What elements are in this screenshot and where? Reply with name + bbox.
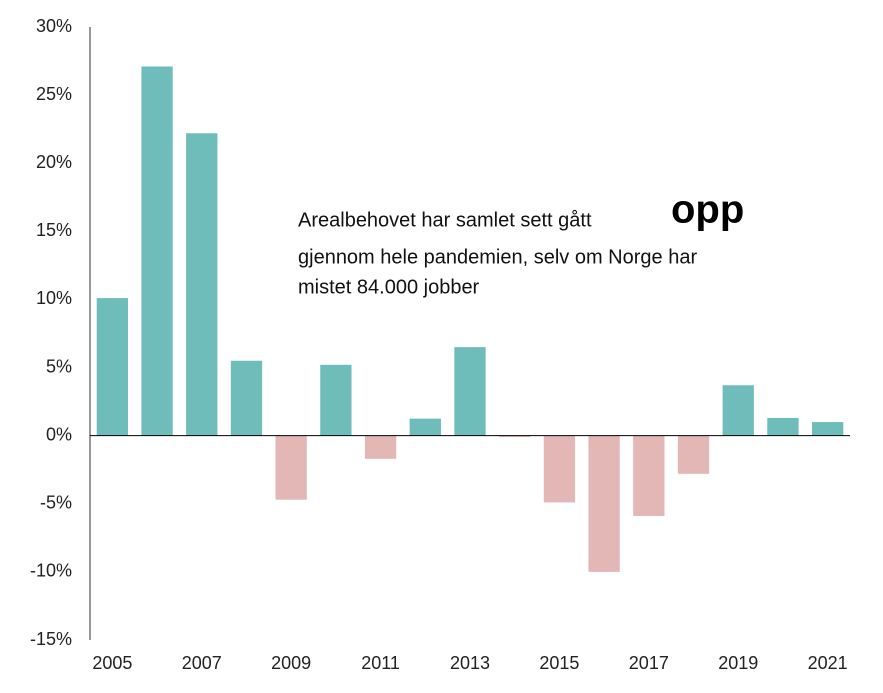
annotation-emphasis: opp <box>671 188 744 232</box>
bar <box>364 435 397 459</box>
annotation: Arealbehovet har samlet sett gått <box>298 209 592 231</box>
y-tick-label: 25% <box>36 84 72 104</box>
bar <box>588 435 620 572</box>
x-tick-label: 2005 <box>92 653 132 673</box>
bar <box>454 347 486 436</box>
y-tick-label: 15% <box>36 220 72 240</box>
bar <box>409 418 441 436</box>
x-tick-label: 2019 <box>718 653 758 673</box>
bar <box>812 422 844 436</box>
bar <box>722 385 754 436</box>
y-tick-label: 0% <box>46 424 72 444</box>
x-tick-label: 2009 <box>271 653 311 673</box>
bar <box>543 435 576 503</box>
bar <box>275 435 307 500</box>
x-tick-label: 2017 <box>629 653 669 673</box>
y-tick-label: -15% <box>30 629 72 649</box>
bar <box>320 364 352 436</box>
x-tick-label: 2011 <box>361 653 400 673</box>
y-tick-label: 20% <box>36 152 72 172</box>
bar <box>767 417 799 436</box>
x-tick-label: 2013 <box>450 653 490 673</box>
bar <box>141 66 173 436</box>
annotation: mistet 84.000 jobber <box>298 276 480 298</box>
x-tick-label: 2015 <box>539 653 579 673</box>
bar <box>633 435 665 517</box>
x-tick-label: 2021 <box>808 653 848 673</box>
y-tick-label: 30% <box>36 16 72 36</box>
y-tick-label: -10% <box>30 561 72 581</box>
y-tick-label: -5% <box>40 493 72 513</box>
annotation: gjennom hele pandemien, selv om Norge ha… <box>298 246 697 268</box>
y-tick-label: 10% <box>36 288 72 308</box>
bar <box>96 298 128 436</box>
bar <box>186 133 218 436</box>
bar <box>230 360 263 436</box>
bar <box>677 435 710 474</box>
y-tick-label: 5% <box>46 356 72 376</box>
bar <box>499 435 531 438</box>
x-tick-label: 2007 <box>182 653 222 673</box>
